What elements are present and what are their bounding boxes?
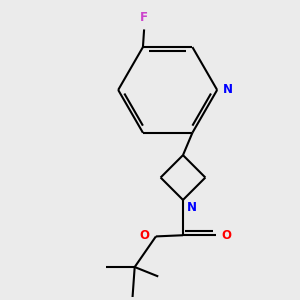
Text: F: F [140,11,148,23]
Text: O: O [222,229,232,242]
Text: O: O [139,229,149,242]
Text: N: N [223,83,233,96]
Text: N: N [187,201,196,214]
